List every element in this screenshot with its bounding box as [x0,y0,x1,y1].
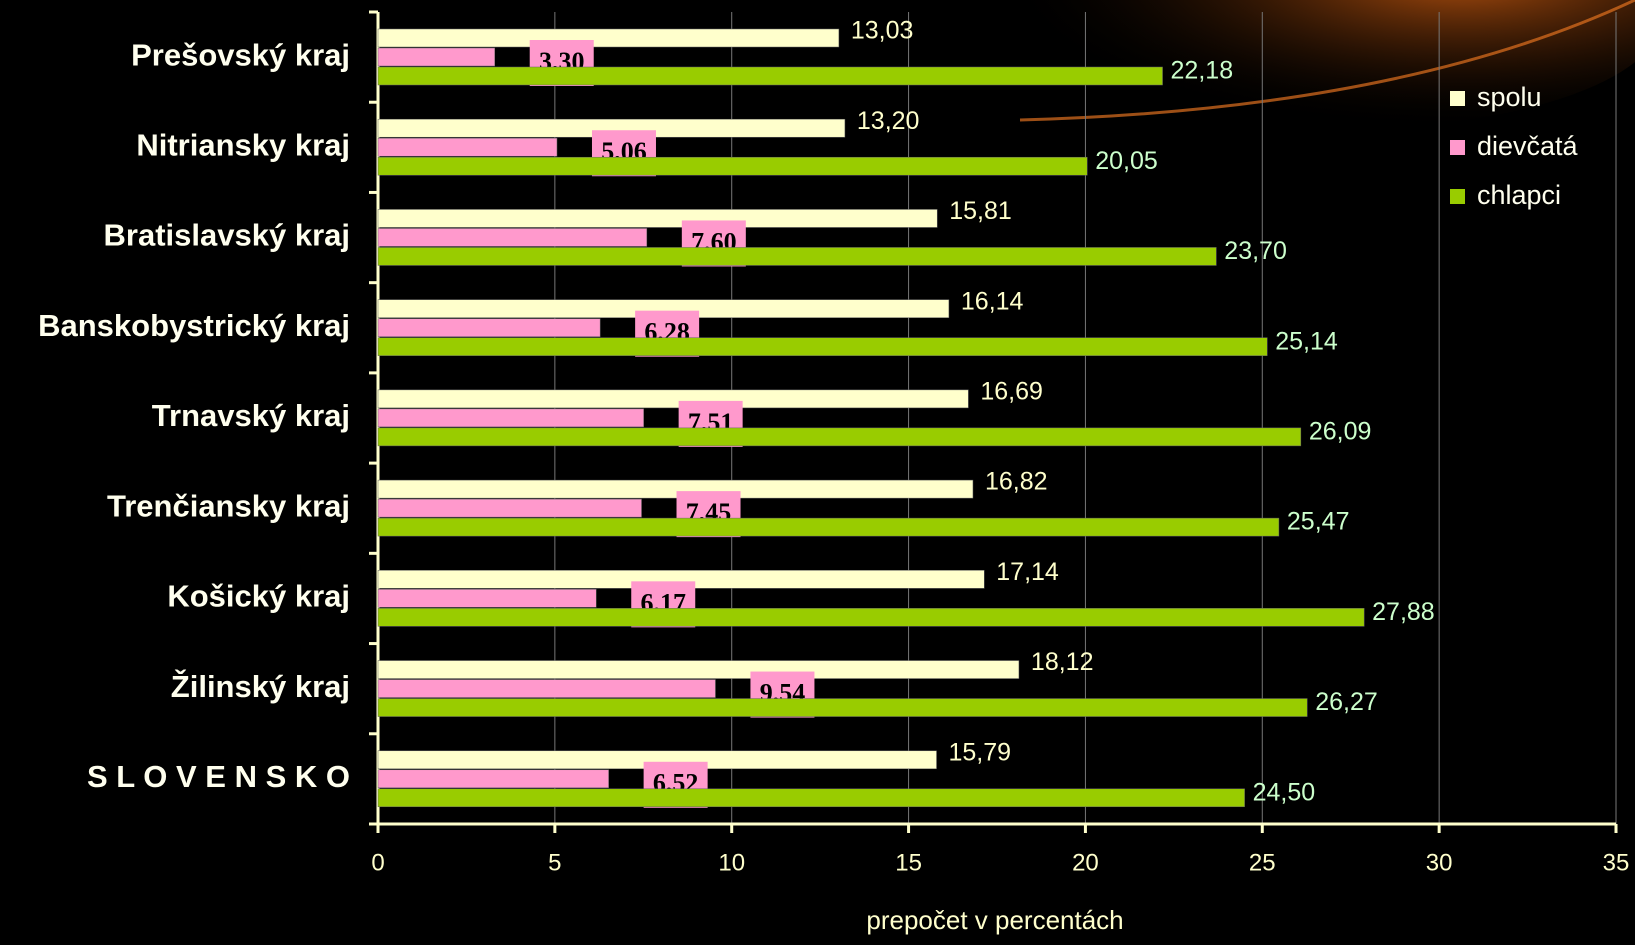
category-label: Žilinský kraj [171,668,350,704]
legend-swatch [1450,91,1465,106]
value-label: 20,05 [1095,147,1158,175]
bar [377,137,558,157]
value-label: 13,03 [851,17,914,45]
category-label: Bratislavský kraj [104,218,350,253]
value-label: 17,14 [996,558,1059,586]
value-label: 13,20 [857,107,920,135]
category-label: Košický kraj [167,579,350,614]
bar [377,479,974,499]
legend-label: chlapci [1477,180,1561,210]
bar [377,247,1217,266]
x-tick-label: 10 [718,849,745,876]
bar [377,28,840,48]
decoration [1000,0,1635,130]
legend-label: spolu [1477,82,1542,112]
bar [377,517,1280,537]
x-tick-label: 25 [1249,849,1276,876]
value-label: 25,47 [1287,508,1350,536]
bar [377,679,716,698]
value-label: 22,18 [1171,57,1234,85]
value-label: 15,79 [949,738,1012,766]
bar [377,589,597,608]
value-label: 25,14 [1275,327,1338,355]
bar [377,66,1163,86]
category-label: Nitriansky kraj [136,128,350,163]
x-tick-label: 5 [548,849,561,876]
bar [377,156,1088,176]
bar [377,788,1245,808]
value-label: 16,69 [980,377,1043,405]
bar [377,698,1308,717]
value-label: 18,12 [1031,648,1094,676]
x-tick-label: 15 [895,849,922,876]
category-label: S L O V E N S K O [87,759,350,794]
x-tick-label: 30 [1426,849,1453,876]
x-axis-title: prepočet v percentách [866,905,1123,935]
category-label: Prešovský kraj [131,37,350,72]
value-label: 26,27 [1315,688,1378,716]
legend-swatch [1450,140,1465,155]
category-label: Trnavský kraj [152,398,350,433]
value-label: 23,70 [1224,237,1287,265]
legend-label: dievčatá [1477,131,1579,161]
value-label: 15,81 [949,197,1012,225]
bar [377,498,642,518]
bar [377,389,969,409]
bar [377,427,1302,447]
x-tick-label: 20 [1072,849,1099,876]
bar [377,769,609,789]
x-tick-label: 35 [1603,849,1630,876]
value-label: 24,50 [1253,778,1316,806]
value-label: 16,14 [961,287,1024,315]
category-label: Trenčiansky kraj [107,488,350,523]
bar [377,318,601,337]
bar [377,337,1268,356]
bar [377,660,1020,679]
decoration-swoosh [1019,0,1635,122]
bar [377,608,1365,627]
bar [377,408,644,428]
category-label: Banskobystrický kraj [38,308,350,343]
bar [377,47,495,67]
value-label: 16,82 [985,468,1048,496]
value-label: 26,09 [1309,417,1372,445]
value-label: 27,88 [1372,598,1435,626]
bar [377,209,938,228]
x-tick-label: 0 [371,849,384,876]
legend-swatch [1450,189,1465,204]
bar [377,228,648,247]
